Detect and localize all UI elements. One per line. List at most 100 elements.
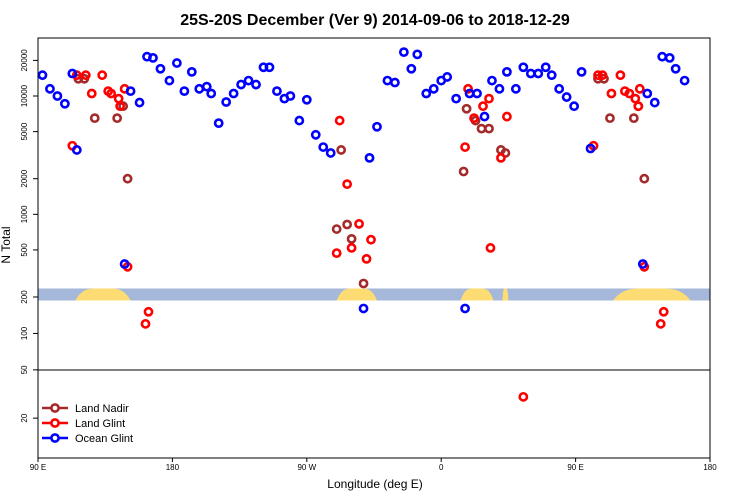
x-tick-label: 180 xyxy=(703,463,717,472)
legend-marker xyxy=(50,418,60,428)
data-point xyxy=(533,68,544,79)
data-point xyxy=(119,259,130,269)
data-point xyxy=(472,88,482,99)
data-point xyxy=(310,129,321,140)
data-point xyxy=(331,224,342,234)
x-tick-label: 90 W xyxy=(297,463,316,472)
data-point xyxy=(67,68,78,79)
data-point xyxy=(670,63,681,74)
data-point xyxy=(628,113,639,124)
data-point xyxy=(460,303,470,314)
data-point xyxy=(143,306,154,317)
x-axis: 90 E 180 90 W 0 90 E 180 xyxy=(30,458,717,472)
legend-label: Land Nadir xyxy=(75,403,129,415)
data-point xyxy=(421,88,432,99)
data-point xyxy=(605,113,615,124)
x-tick-label: 90 E xyxy=(30,463,46,472)
data-point xyxy=(464,88,475,99)
land-segment xyxy=(460,288,494,301)
data-point xyxy=(642,88,653,99)
data-point xyxy=(243,75,254,86)
data-point xyxy=(294,115,305,126)
data-point xyxy=(361,253,372,264)
y-tick-label: 20 xyxy=(20,413,29,422)
data-point xyxy=(382,75,393,86)
legend-marker xyxy=(50,433,60,443)
data-point xyxy=(664,52,675,63)
data-point xyxy=(496,152,506,163)
data-point xyxy=(476,123,487,134)
data-point xyxy=(484,123,494,134)
y-axis: 20 50 100 200 500 1000 2000 5000 10000 20000 xyxy=(20,49,38,423)
data-point xyxy=(624,88,635,99)
data-point xyxy=(45,83,55,94)
x-axis-label: Longitude (deg E) xyxy=(327,477,422,491)
land-segment xyxy=(75,288,131,301)
data-point xyxy=(554,83,565,94)
data-point xyxy=(442,72,453,82)
data-point xyxy=(331,248,342,259)
data-point xyxy=(412,49,423,60)
data-point xyxy=(112,113,123,124)
data-point xyxy=(540,62,551,73)
data-point xyxy=(346,243,357,253)
data-point xyxy=(164,75,175,86)
y-tick-label: 2000 xyxy=(20,169,29,187)
data-point xyxy=(451,93,462,104)
ocean-band xyxy=(38,288,710,301)
data-point xyxy=(358,303,369,314)
data-point xyxy=(342,179,353,190)
data-point xyxy=(633,101,644,112)
y-tick-label: 500 xyxy=(20,243,29,257)
data-point xyxy=(593,70,603,81)
data-point xyxy=(657,51,668,62)
data-point xyxy=(71,145,82,155)
data-point xyxy=(494,83,505,94)
data-point xyxy=(390,77,400,88)
data-point xyxy=(366,234,376,245)
land-ocean-band xyxy=(38,288,710,301)
data-point xyxy=(236,79,246,90)
data-point xyxy=(479,111,490,122)
data-point xyxy=(37,70,48,81)
y-tick-label: 1000 xyxy=(20,205,29,223)
data-point xyxy=(634,83,645,94)
data-point xyxy=(86,88,97,99)
data-point xyxy=(155,63,166,74)
data-point xyxy=(630,93,641,104)
data-point xyxy=(342,219,353,230)
data-point xyxy=(546,70,557,81)
data-point xyxy=(179,86,190,97)
legend: Land Nadir Land Glint Ocean Glint xyxy=(42,403,133,445)
legend-entry: Land Glint xyxy=(42,418,125,430)
data-point xyxy=(285,91,296,101)
plot-frame xyxy=(37,37,711,459)
data-point xyxy=(97,70,108,81)
data-point xyxy=(469,113,479,124)
data-point xyxy=(213,118,224,129)
data-point xyxy=(485,243,496,253)
y-tick-label: 50 xyxy=(20,365,29,374)
data-point xyxy=(115,101,126,112)
x-tick-label: 90 E xyxy=(567,463,583,472)
data-point xyxy=(140,318,151,329)
legend-entry: Ocean Glint xyxy=(42,433,133,445)
data-point xyxy=(428,83,439,94)
x-tick-label: 0 xyxy=(439,463,444,472)
data-point xyxy=(89,113,100,124)
legend-marker xyxy=(50,403,60,413)
data-point xyxy=(679,75,690,86)
data-point xyxy=(194,83,205,94)
data-point xyxy=(171,58,182,68)
data-point xyxy=(518,62,529,73)
data-point xyxy=(597,70,608,81)
data-point xyxy=(463,83,473,94)
data-point xyxy=(148,52,158,63)
data-point xyxy=(346,233,357,244)
data-point xyxy=(59,98,70,109)
data-point xyxy=(206,88,217,99)
legend-label: Land Glint xyxy=(75,418,125,430)
data-point xyxy=(221,97,232,107)
chart-title: 25S-20S December (Ver 9) 2014-09-06 to 2… xyxy=(180,12,570,29)
data-point xyxy=(510,83,521,94)
